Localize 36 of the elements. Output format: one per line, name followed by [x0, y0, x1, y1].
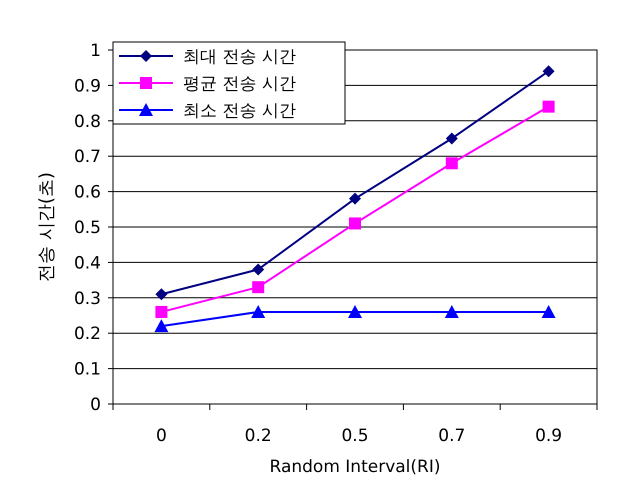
legend-label: 최대 전송 시간: [183, 47, 296, 67]
y-tick-label: 0.7: [74, 147, 101, 168]
point: [542, 304, 556, 318]
y-tick-label: 0: [90, 395, 101, 415]
y-tick-label: 0.4: [74, 253, 101, 274]
y-tick-label: 0.8: [74, 112, 101, 132]
point: [542, 100, 555, 113]
point: [155, 306, 168, 318]
point: [444, 304, 459, 318]
point: [446, 157, 458, 170]
point: [348, 304, 362, 318]
x-tick-label: 0.9: [535, 426, 562, 446]
x-tick-label: 0.5: [341, 426, 369, 446]
y-tick-label: 0.3: [74, 288, 101, 309]
point: [349, 217, 361, 230]
legend-label: 최소 전송 시간: [183, 101, 296, 121]
y-tick-label: 1: [90, 41, 101, 61]
x-tick-label: 0.7: [438, 426, 466, 446]
point: [154, 319, 168, 332]
legend-label: 평균 전송 시간: [183, 74, 296, 94]
point: [252, 281, 264, 294]
y-tick-label: 0.2: [74, 324, 101, 344]
x-axis-title: Random Interval(RI): [270, 457, 440, 477]
point: [252, 263, 264, 276]
x-tick-label: 0: [156, 426, 167, 446]
point: [446, 132, 458, 144]
y-tick-label: 0.5: [74, 218, 101, 238]
point: [251, 304, 266, 318]
point: [349, 192, 361, 205]
y-tick-label: 0.9: [74, 76, 101, 96]
x-tick-label: 0.2: [244, 426, 272, 446]
y-tick-label: 0.1: [74, 360, 101, 380]
y-tick-label: 0.6: [74, 182, 101, 203]
y-axis-title: 전송 시간(초): [36, 172, 57, 282]
point: [155, 288, 168, 300]
point: [542, 65, 555, 78]
